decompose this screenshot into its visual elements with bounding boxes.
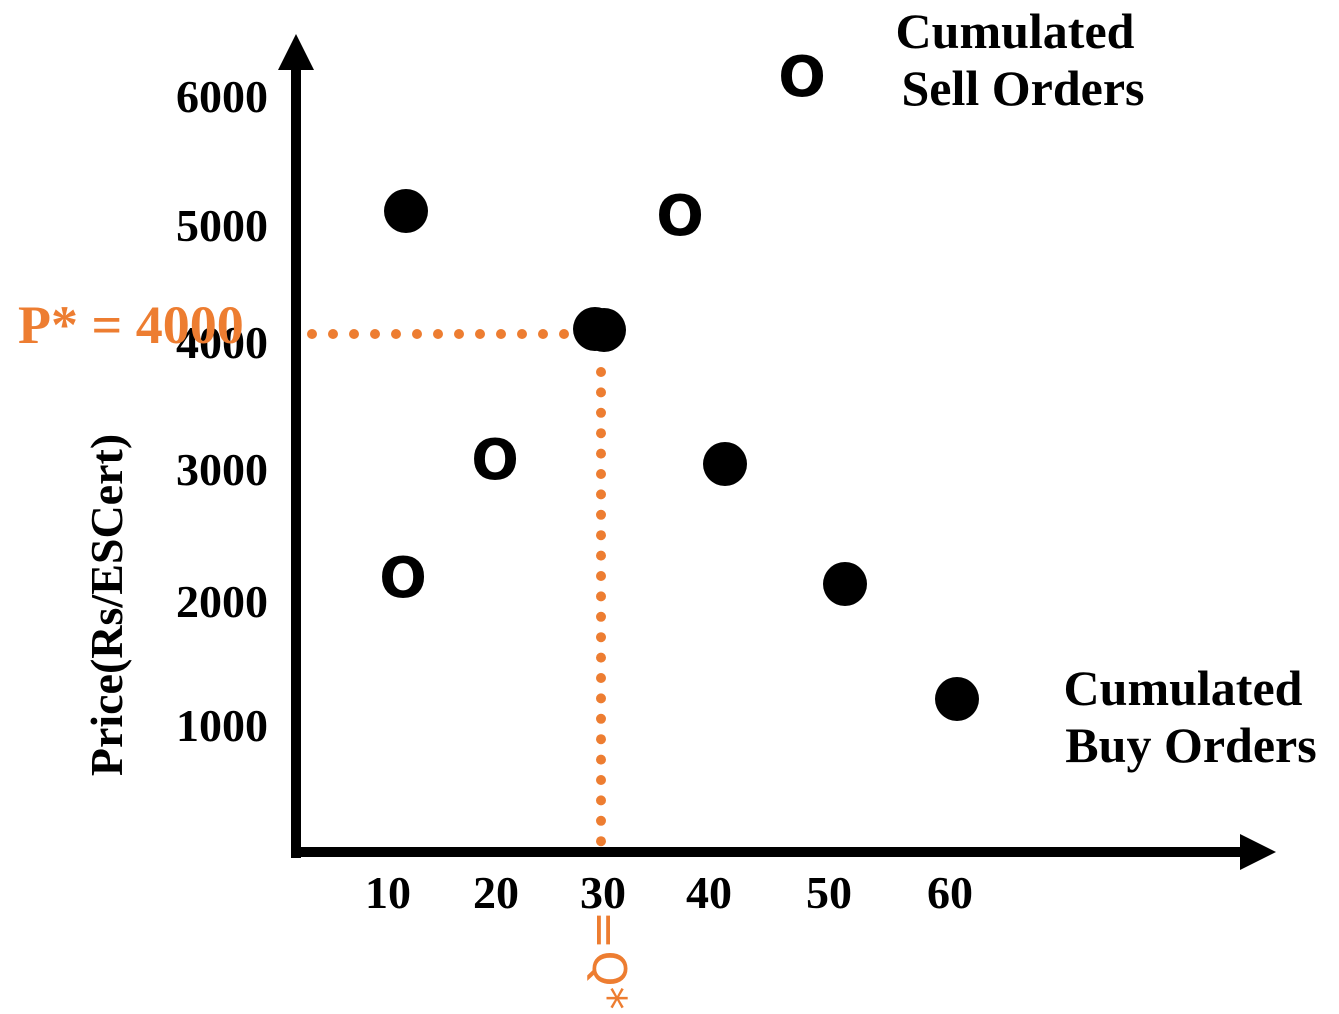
buy-order-point: [935, 677, 979, 721]
y-axis-arrowhead: [278, 34, 314, 70]
y-tick-label: 1000: [176, 700, 268, 751]
x-axis-arrowhead: [1240, 834, 1276, 870]
x-tick-label: 40: [686, 867, 732, 918]
equilibrium-equals-sign: =: [578, 911, 632, 950]
equilibrium-guides: [307, 329, 606, 865]
sell-order-point: O: [656, 184, 704, 249]
legend-label-line2: Sell Orders: [901, 60, 1144, 116]
axes: [278, 34, 1276, 870]
sell-order-point: O: [471, 428, 519, 493]
legend-label-line1: Cumulated: [1064, 660, 1303, 716]
x-tick-label: 50: [806, 867, 852, 918]
legend-label-line1: Cumulated: [896, 3, 1135, 59]
y-tick-label: 6000: [176, 71, 268, 122]
sell-order-point: O: [379, 546, 427, 611]
y-tick-label: 2000: [176, 576, 268, 627]
equilibrium-price-label: P* = 4000: [18, 295, 244, 355]
buy-order-point: [384, 189, 428, 233]
annotations: P* = 4000 =Q*: [18, 295, 636, 1010]
x-tick-label: 60: [927, 867, 973, 918]
equilibrium-quantity-label: Q*: [582, 950, 636, 1009]
x-tick-label: 30: [580, 867, 626, 918]
legend-label-line2: Buy Orders: [1065, 717, 1316, 773]
x-tick-label: 20: [473, 867, 519, 918]
buy-order-point: [823, 562, 867, 606]
tick-labels: 10 20 30 40 50 60 1000 2000 3000 4000 5000 6000: [176, 71, 973, 918]
sell-order-point: O: [778, 45, 826, 110]
y-tick-label: 5000: [176, 200, 268, 251]
y-tick-label: 4000: [176, 317, 268, 368]
y-tick-label: 3000: [176, 444, 268, 495]
x-tick-label: 10: [365, 867, 411, 918]
buy-order-point: [703, 442, 747, 486]
y-axis-label: Price(Rs/ESCert): [81, 434, 132, 776]
sell-order-point: [573, 307, 617, 351]
